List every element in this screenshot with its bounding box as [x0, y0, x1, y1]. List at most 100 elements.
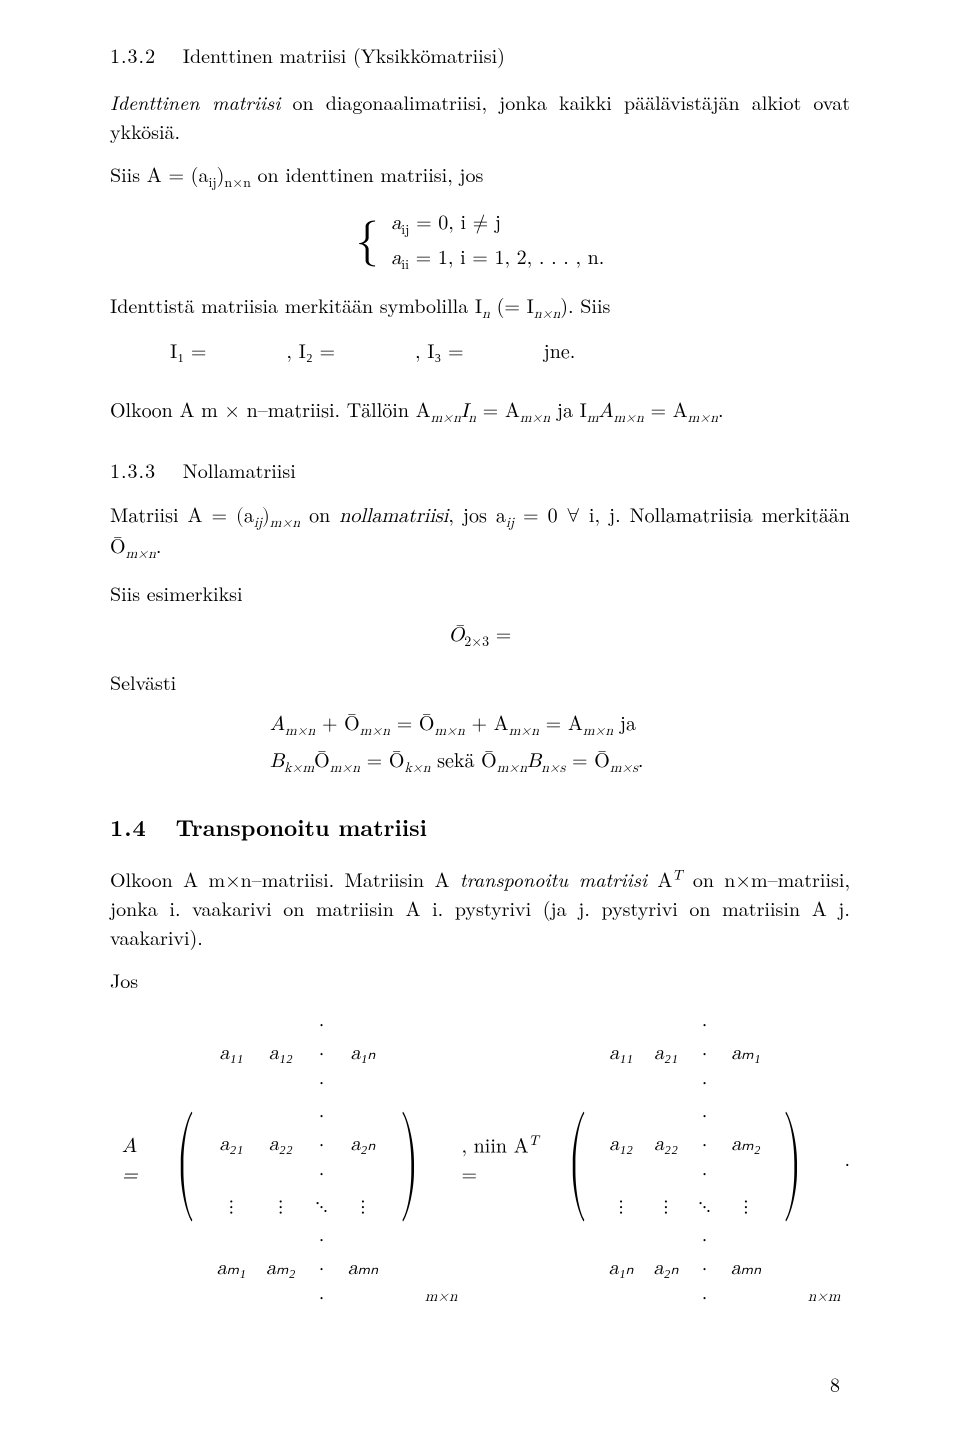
text: ). Siis — [560, 290, 610, 319]
cell: a₂₂ — [256, 1099, 305, 1190]
t: + A — [465, 714, 509, 734]
text: . — [156, 537, 162, 557]
cell: aₘ₁ — [721, 1008, 771, 1099]
text: . — [718, 401, 724, 421]
rparen-icon: ) — [400, 1117, 419, 1205]
text: ja I — [550, 401, 587, 421]
t: ja — [613, 714, 636, 734]
sub: m×n — [688, 411, 718, 425]
cell: aₘ₂ — [256, 1223, 305, 1314]
t: = Ō — [565, 751, 609, 771]
O: Ō — [449, 625, 465, 645]
matrix-AT: ( a₁₁a₂₁· · ·aₘ₁ a₁₂a₂₂· · ·aₘ₂ ⋮⋮⋱⋮ a₁ₙ… — [556, 1008, 841, 1314]
subsection-1-3-2: 1.3.2 Identtinen matriisi (Yksikkömatrii… — [110, 40, 850, 69]
cell: ⋮ — [599, 1190, 644, 1223]
para-def-identity: Identtinen matriisi on diagonaalimatriis… — [110, 87, 850, 145]
text: Jos — [110, 965, 138, 994]
niin: , niin AT = — [461, 1131, 551, 1191]
text: (= I — [490, 290, 534, 319]
text: Siis esimerkiksi — [110, 578, 243, 607]
eq-transpose-matrices: A = ( a₁₁a₁₂· · ·a₁ₙ a₂₁a₂₂· · ·a₂ₙ ⋮⋮⋱⋮… — [110, 1008, 850, 1314]
text: ) — [262, 506, 270, 526]
sec-title: Identtinen matriisi (Yksikkömatriisi) — [183, 40, 505, 69]
sec-title: Nollamatriisi — [183, 455, 296, 484]
text: = A — [476, 401, 520, 421]
rparen-icon: ) — [783, 1117, 802, 1205]
sub: ij — [506, 516, 514, 530]
A-eq: A = — [122, 1132, 156, 1190]
text: Matriisi A = (a — [110, 506, 254, 526]
cell: · · · — [305, 1223, 337, 1314]
cell: a₁₂ — [599, 1099, 644, 1190]
sub: m×n — [270, 516, 300, 530]
cell: a₁₁ — [207, 1008, 256, 1099]
cell: a₂ₙ — [644, 1223, 689, 1314]
subsection-1-3-3: 1.3.3 Nollamatriisi — [110, 455, 850, 484]
sub-n: n — [482, 307, 490, 321]
I3: , I₃ = — [415, 338, 464, 367]
sec-num: 1.3.2 — [110, 40, 156, 69]
cell: ⋮ — [256, 1190, 305, 1223]
para-nolla-def: Matriisi A = (aij)m×n on nollamatriisi, … — [110, 502, 850, 565]
sec-title: Transponoitu matriisi — [176, 810, 427, 843]
sub-nxn: n×n — [224, 176, 250, 190]
para-jos: Jos — [110, 965, 850, 994]
cell: ⋱ — [305, 1190, 337, 1223]
sub-nxn2: n×n — [534, 307, 560, 321]
t: sekä Ō — [431, 751, 497, 771]
text: on — [300, 506, 339, 526]
s: m×n — [285, 724, 315, 738]
t: = A — [539, 714, 583, 734]
text: A — [647, 864, 672, 893]
s: m×n — [435, 724, 465, 738]
s: n×s — [541, 761, 565, 775]
t: = Ō — [360, 751, 404, 771]
s: m×n — [497, 761, 527, 775]
t: . — [638, 751, 644, 771]
s: k×m — [284, 761, 314, 775]
cell: ⋮ — [338, 1190, 388, 1223]
eq-I-examples: I₁ = , I₂ = , I₃ = jne. — [170, 338, 850, 367]
t: A — [270, 714, 285, 734]
text: , jos a — [448, 506, 506, 526]
s: m×n — [583, 724, 613, 738]
para-siis-esim: Siis esimerkiksi — [110, 578, 850, 607]
jne: jne. — [544, 338, 576, 367]
cell: ⋮ — [721, 1190, 771, 1223]
s: m×s — [610, 761, 638, 775]
sub: m×n — [431, 411, 461, 425]
case1-a: a — [391, 213, 401, 233]
sub: ij — [254, 516, 262, 530]
cell: ⋱ — [688, 1190, 720, 1223]
sec-num: 1.3.3 — [110, 455, 156, 484]
text: = A — [644, 401, 688, 421]
sub: 2×3 — [464, 635, 489, 649]
cell: a₂₂ — [644, 1099, 689, 1190]
s: m×n — [360, 724, 390, 738]
s: m×n — [509, 724, 539, 738]
cell: ⋮ — [207, 1190, 256, 1223]
cell: · · · — [305, 1099, 337, 1190]
t: B — [527, 751, 541, 771]
t: = Ō — [390, 714, 434, 734]
I1: I₁ = — [170, 338, 206, 367]
cell: a₁ₙ — [338, 1008, 388, 1099]
sup-T: T — [672, 868, 682, 882]
cell: · · · — [688, 1099, 720, 1190]
cell: a₂₁ — [644, 1008, 689, 1099]
cell: · · · — [305, 1008, 337, 1099]
para-transpose-def: Olkoon A m×n–matriisi. Matriisin A trans… — [110, 864, 850, 951]
cell: aₘₙ — [721, 1223, 771, 1314]
section-1-4: 1.4 Transponoitu matriisi — [110, 810, 850, 843]
text: Olkoon A m×n–matriisi. Matriisin A — [110, 864, 460, 893]
I2: , I₂ = — [286, 338, 335, 367]
cell: · · · — [688, 1223, 720, 1314]
text: Identtistä matriisia merkitään symbolill… — [110, 290, 482, 319]
para-siis-a: Siis A = (aij)n×n on identtinen matriisi… — [110, 159, 850, 193]
lparen-icon: ( — [568, 1117, 587, 1205]
page-number: 8 — [830, 1369, 840, 1398]
para-identtista: Identtistä matriisia merkitään symbolill… — [110, 290, 850, 324]
cell: a₁₂ — [256, 1008, 305, 1099]
matrix-A: ( a₁₁a₁₂· · ·a₁ₙ a₂₁a₂₂· · ·a₂ₙ ⋮⋮⋱⋮ aₘ₁… — [164, 1008, 458, 1314]
sub: m×n — [613, 411, 643, 425]
